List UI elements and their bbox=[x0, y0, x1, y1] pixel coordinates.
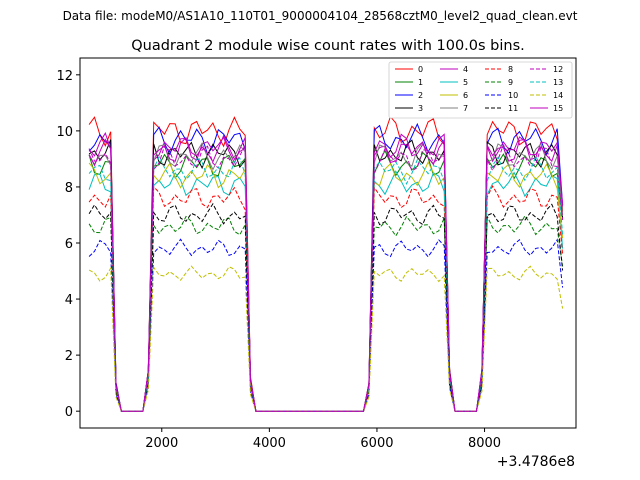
series-line-1 bbox=[88, 149, 564, 412]
y-tick-label: 12 bbox=[56, 69, 73, 84]
legend-label-13: 13 bbox=[553, 78, 563, 87]
chart-suptitle: Data file: modeM0/AS1A10_110T01_90000041… bbox=[63, 9, 578, 23]
legend-label-9: 9 bbox=[508, 78, 513, 87]
series-lines bbox=[88, 115, 564, 412]
series-line-9 bbox=[88, 214, 564, 412]
legend-label-0: 0 bbox=[418, 65, 423, 74]
legend-label-10: 10 bbox=[508, 91, 518, 100]
legend-label-4: 4 bbox=[463, 65, 468, 74]
legend-label-15: 15 bbox=[553, 104, 563, 113]
legend-label-11: 11 bbox=[508, 104, 518, 113]
legend-label-8: 8 bbox=[508, 65, 513, 74]
legend-label-12: 12 bbox=[553, 65, 563, 74]
x-axis: 2000 4000 6000 8000 bbox=[145, 428, 501, 451]
y-tick-label: 10 bbox=[56, 125, 73, 140]
series-line-0 bbox=[88, 115, 564, 412]
y-tick-label: 8 bbox=[65, 181, 73, 196]
chart-title: Quadrant 2 module wise count rates with … bbox=[131, 38, 525, 54]
legend-label-14: 14 bbox=[553, 91, 563, 100]
x-tick-label: 8000 bbox=[468, 436, 501, 451]
series-line-15 bbox=[88, 134, 564, 412]
legend-label-1: 1 bbox=[418, 78, 423, 87]
series-line-5 bbox=[88, 170, 564, 412]
y-tick-label: 0 bbox=[65, 405, 73, 420]
x-tick-label: 2000 bbox=[145, 436, 178, 451]
series-line-10 bbox=[88, 238, 564, 412]
series-line-8 bbox=[88, 185, 564, 412]
series-line-14 bbox=[88, 265, 564, 412]
legend-label-7: 7 bbox=[463, 104, 468, 113]
x-tick-label: 4000 bbox=[253, 436, 286, 451]
series-line-7 bbox=[88, 141, 564, 412]
series-line-4 bbox=[88, 132, 564, 412]
x-offset-label: +3.4786e8 bbox=[497, 454, 575, 470]
y-tick-label: 6 bbox=[65, 237, 73, 252]
legend-label-2: 2 bbox=[418, 91, 423, 100]
legend-label-5: 5 bbox=[463, 78, 468, 87]
legend-label-3: 3 bbox=[418, 104, 423, 113]
series-line-6 bbox=[88, 161, 564, 412]
series-line-11 bbox=[88, 202, 564, 412]
legend-box bbox=[388, 61, 573, 119]
legend-label-6: 6 bbox=[463, 91, 468, 100]
y-tick-label: 4 bbox=[65, 293, 73, 308]
x-tick-label: 6000 bbox=[360, 436, 393, 451]
y-tick-label: 2 bbox=[65, 349, 73, 364]
y-axis: 0 2 4 6 8 10 12 bbox=[56, 69, 80, 420]
